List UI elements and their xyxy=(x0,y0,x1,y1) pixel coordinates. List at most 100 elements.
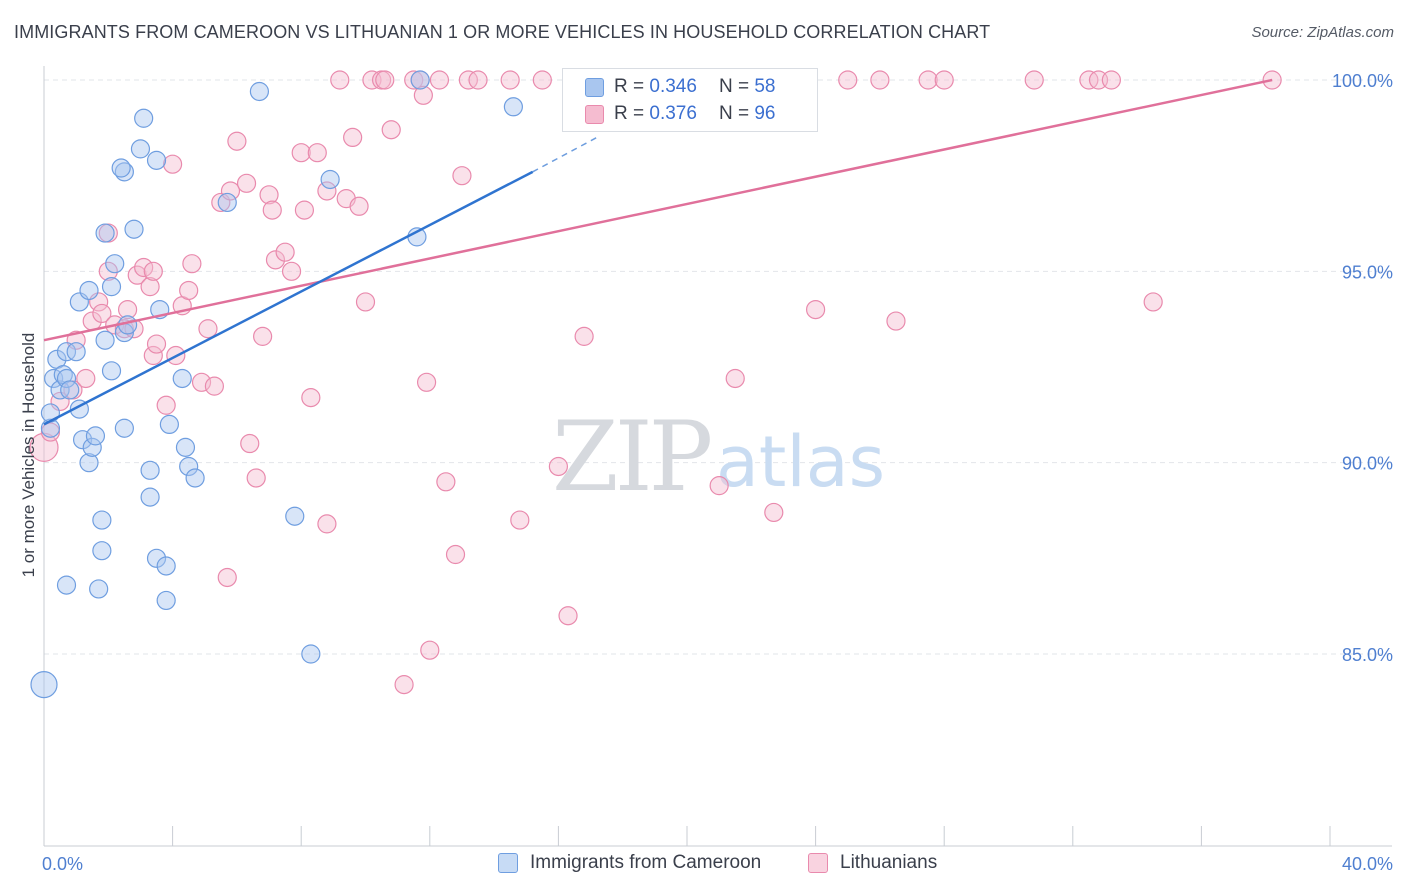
series-legend: Immigrants from Cameroon Lithuanians xyxy=(0,852,1406,878)
data-point xyxy=(294,200,315,220)
data-point xyxy=(532,70,552,90)
data-point xyxy=(179,456,199,477)
data-point xyxy=(291,143,311,163)
legend-swatch-pink xyxy=(585,104,604,124)
data-point xyxy=(281,261,302,281)
data-point xyxy=(1101,70,1121,90)
data-point xyxy=(249,81,270,102)
data-point xyxy=(918,70,938,90)
data-point xyxy=(156,590,176,611)
data-point xyxy=(179,280,199,301)
data-point xyxy=(95,330,115,350)
data-point xyxy=(317,514,337,534)
data-point xyxy=(330,70,350,90)
data-point xyxy=(92,541,112,561)
data-point xyxy=(375,70,395,90)
data-point xyxy=(56,368,77,389)
data-point xyxy=(105,254,125,274)
data-point xyxy=(124,219,144,239)
series-legend-lithuanians[interactable]: Lithuanians xyxy=(808,852,937,874)
data-point xyxy=(146,150,167,170)
data-point xyxy=(82,437,102,457)
data-point xyxy=(95,223,115,243)
data-point xyxy=(1079,70,1099,90)
data-point xyxy=(146,548,167,568)
data-point xyxy=(89,579,109,599)
data-point xyxy=(355,292,376,312)
data-point xyxy=(127,265,147,285)
cameroon-points xyxy=(30,70,697,699)
series-legend-cameroon[interactable]: Immigrants from Cameroon xyxy=(498,852,761,874)
data-point xyxy=(1143,292,1163,312)
x-tick-label: 40.0% xyxy=(1342,854,1393,874)
y-tick-label: 90.0% xyxy=(1342,454,1393,474)
data-point xyxy=(85,426,106,446)
data-point xyxy=(458,70,478,90)
data-point xyxy=(317,181,337,201)
trend-lines xyxy=(43,78,1273,426)
data-point xyxy=(56,342,77,362)
data-point xyxy=(307,143,327,163)
data-point xyxy=(163,154,183,174)
data-point xyxy=(416,372,437,392)
legend-n-label: N = xyxy=(718,76,750,97)
data-point xyxy=(217,567,237,588)
data-point xyxy=(72,430,93,450)
data-point xyxy=(159,414,179,434)
data-point xyxy=(114,418,134,438)
data-point xyxy=(413,85,433,105)
legend-r-label: R = xyxy=(614,103,645,124)
data-point xyxy=(574,326,594,346)
y-tick-label: 100.0% xyxy=(1332,71,1393,91)
data-point xyxy=(130,139,151,159)
legend-n-value: 58 xyxy=(754,76,776,97)
data-point xyxy=(870,70,890,90)
watermark-zip: ZIP xyxy=(552,401,711,513)
data-point xyxy=(436,472,456,492)
data-point xyxy=(265,250,286,270)
data-point xyxy=(175,437,196,457)
data-point xyxy=(343,127,363,147)
series-legend-label: Lithuanians xyxy=(840,852,938,873)
y-tick-label: 95.0% xyxy=(1342,262,1393,282)
data-point xyxy=(220,181,241,201)
data-point xyxy=(182,254,202,274)
data-point xyxy=(548,456,569,477)
data-point xyxy=(886,311,906,331)
data-point xyxy=(92,510,112,530)
data-point xyxy=(236,173,257,193)
data-point xyxy=(934,70,954,90)
series-legend-label: Immigrants from Cameroon xyxy=(530,852,762,873)
data-point xyxy=(227,131,247,151)
series-swatch-pink xyxy=(808,853,828,873)
data-point xyxy=(838,70,858,90)
data-point xyxy=(185,468,205,488)
data-point xyxy=(79,280,99,301)
data-point xyxy=(101,277,122,297)
data-point xyxy=(204,376,224,396)
data-point xyxy=(156,556,176,576)
data-point xyxy=(217,192,237,213)
data-point xyxy=(420,640,440,660)
data-point xyxy=(246,468,266,488)
data-point xyxy=(98,261,118,281)
data-point xyxy=(394,675,414,695)
data-point xyxy=(253,326,273,346)
data-point xyxy=(140,487,160,507)
data-point xyxy=(50,380,70,400)
data-point xyxy=(76,368,96,389)
legend-n-value: 96 xyxy=(754,103,776,124)
data-point xyxy=(143,345,163,366)
y-tick-labels: 85.0% 90.0% 95.0% 100.0% xyxy=(1332,71,1393,665)
data-point xyxy=(320,169,340,190)
legend-r-value: 0.376 xyxy=(649,103,697,124)
data-point xyxy=(198,319,218,339)
trend-line-lithuanians xyxy=(43,78,1273,342)
data-point xyxy=(301,388,321,408)
data-point xyxy=(709,476,729,496)
data-point xyxy=(381,120,401,140)
data-point xyxy=(134,257,154,278)
data-point xyxy=(410,70,430,90)
data-point xyxy=(66,342,86,362)
